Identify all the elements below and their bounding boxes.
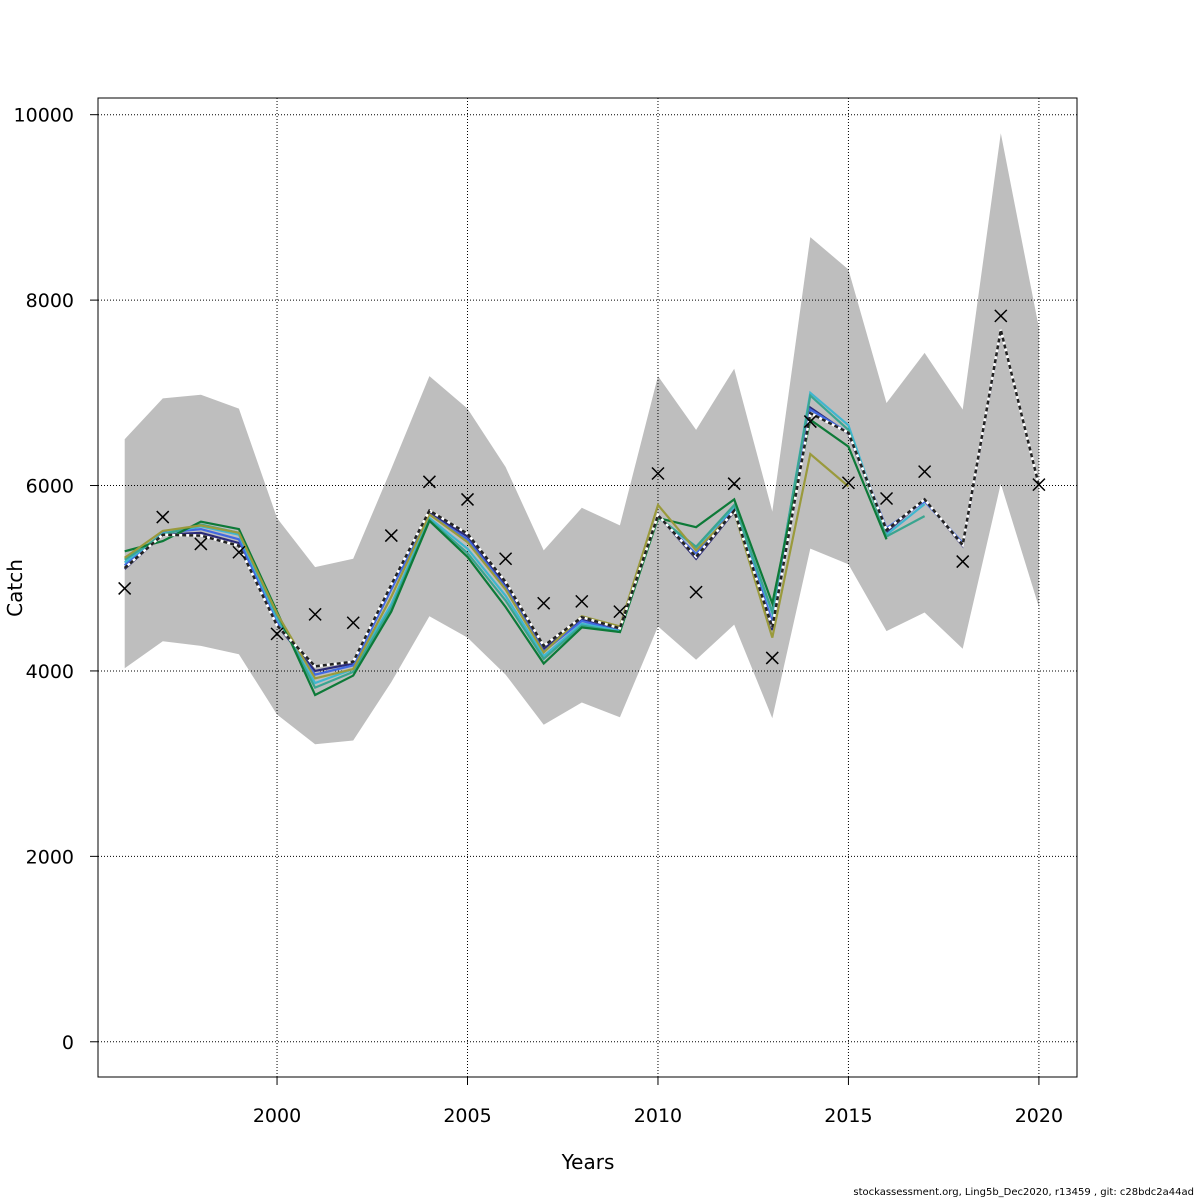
observed-point-2020 xyxy=(1032,478,1046,492)
observed-x-stroke-b xyxy=(270,627,284,641)
y-tick-label-8000: 8000 xyxy=(26,290,74,312)
observed-point-2008 xyxy=(575,594,589,608)
y-tick-label-10000: 10000 xyxy=(14,105,74,127)
observed-point-2000 xyxy=(270,627,284,641)
observed-x-stroke-b xyxy=(194,537,208,551)
observed-point-2010 xyxy=(651,466,665,480)
observed-x-stroke-b xyxy=(308,607,322,621)
y-axis-title: Catch xyxy=(3,559,27,617)
x-tick-label-2000: 2000 xyxy=(253,1105,301,1127)
observed-x-stroke-b xyxy=(537,596,551,610)
observed-point-2004 xyxy=(422,475,436,489)
observed-x-stroke-b xyxy=(460,492,475,506)
x-tick-label-2020: 2020 xyxy=(1015,1105,1063,1127)
observed-x-stroke-b xyxy=(499,552,513,566)
observed-point-2019 xyxy=(994,309,1008,323)
observed-point-2015 xyxy=(841,476,855,490)
y-tick-label-0: 0 xyxy=(62,1032,74,1054)
observed-point-2009 xyxy=(613,605,627,619)
footer-credit: stockassessment.org, Ling5b_Dec2020, r13… xyxy=(853,1187,1194,1198)
observed-x-stroke-b xyxy=(613,605,627,619)
observed-point-2016 xyxy=(880,491,894,506)
series-line-base-model xyxy=(123,329,1041,668)
confidence-band-layer xyxy=(124,133,1039,745)
observed-x-stroke-b xyxy=(651,466,665,480)
axes-layer: 2000 2005 2010 2015 2020 0 2000 4000 6000 8000 100… xyxy=(14,105,1064,1127)
x-tick-label-2010: 2010 xyxy=(634,1105,682,1127)
x-tick-label-2005: 2005 xyxy=(443,1105,491,1127)
observed-x-stroke-b xyxy=(880,491,894,506)
observed-point-2011 xyxy=(689,585,703,599)
observed-x-stroke-b xyxy=(1032,478,1046,492)
observed-point-2012 xyxy=(727,477,741,491)
grid-layer xyxy=(98,98,1077,1077)
observed-point-2013 xyxy=(765,651,779,665)
observed-x-stroke-b xyxy=(727,477,741,491)
observed-x-stroke-b xyxy=(156,510,170,524)
observed-x-stroke-b xyxy=(232,545,246,559)
observed-point-2006 xyxy=(499,552,513,566)
observed-x-stroke-b xyxy=(994,309,1008,323)
observed-x-stroke-b xyxy=(422,475,436,489)
observed-x-stroke-b xyxy=(384,529,398,543)
confidence-band xyxy=(124,133,1039,745)
observed-x-stroke-b xyxy=(841,476,855,490)
observed-point-2002 xyxy=(346,616,360,630)
series-layer xyxy=(123,329,1041,697)
y-tick-label-2000: 2000 xyxy=(26,846,74,868)
observed-point-2014 xyxy=(803,415,817,429)
observed-point-2003 xyxy=(384,529,398,543)
plot-frame xyxy=(97,97,1078,1078)
y-tick-label-4000: 4000 xyxy=(26,661,74,683)
observed-x-stroke-b xyxy=(918,465,932,479)
observed-x-stroke-b xyxy=(956,555,970,569)
x-axis-title: Years xyxy=(561,1150,615,1174)
series-line-peel-5 xyxy=(124,417,888,697)
observed-point-1997 xyxy=(156,510,170,524)
observed-markers-layer xyxy=(118,309,1046,665)
observed-point-2017 xyxy=(918,465,932,479)
observed-point-1999 xyxy=(232,545,246,559)
observed-point-2018 xyxy=(956,555,970,569)
observed-x-stroke-b xyxy=(765,651,779,665)
observed-point-1996 xyxy=(118,581,132,595)
observed-point-1998 xyxy=(194,537,208,551)
observed-x-stroke-b xyxy=(346,616,360,630)
observed-point-2001 xyxy=(308,607,322,621)
observed-point-2005 xyxy=(460,492,475,506)
x-tick-label-2015: 2015 xyxy=(824,1105,872,1127)
y-tick-label-6000: 6000 xyxy=(26,476,74,498)
observed-x-stroke-b xyxy=(689,585,703,599)
observed-x-stroke-b xyxy=(118,581,132,595)
observed-x-stroke-b xyxy=(575,594,589,608)
observed-point-2007 xyxy=(537,596,551,610)
observed-x-stroke-b xyxy=(803,415,817,429)
